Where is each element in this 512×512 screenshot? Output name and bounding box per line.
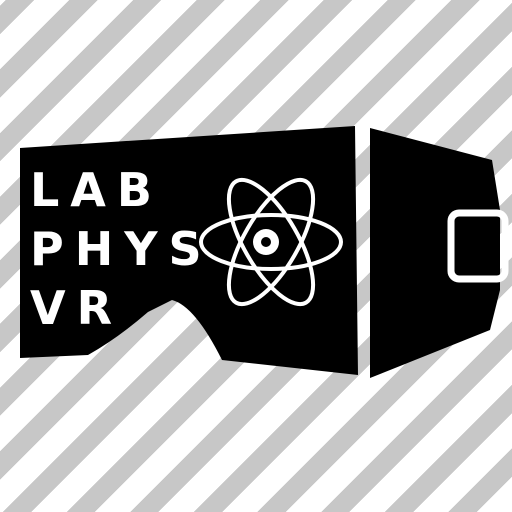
logo-line-phys: PHYS: [30, 222, 213, 276]
headset-strap-loop: [447, 209, 509, 283]
logo-line-lab: LAB: [30, 163, 163, 217]
headset-front-plate: [20, 126, 358, 375]
atom-icon: [199, 177, 343, 307]
logo-line-vr: VR: [30, 281, 123, 335]
headset-side-body: [370, 128, 500, 378]
